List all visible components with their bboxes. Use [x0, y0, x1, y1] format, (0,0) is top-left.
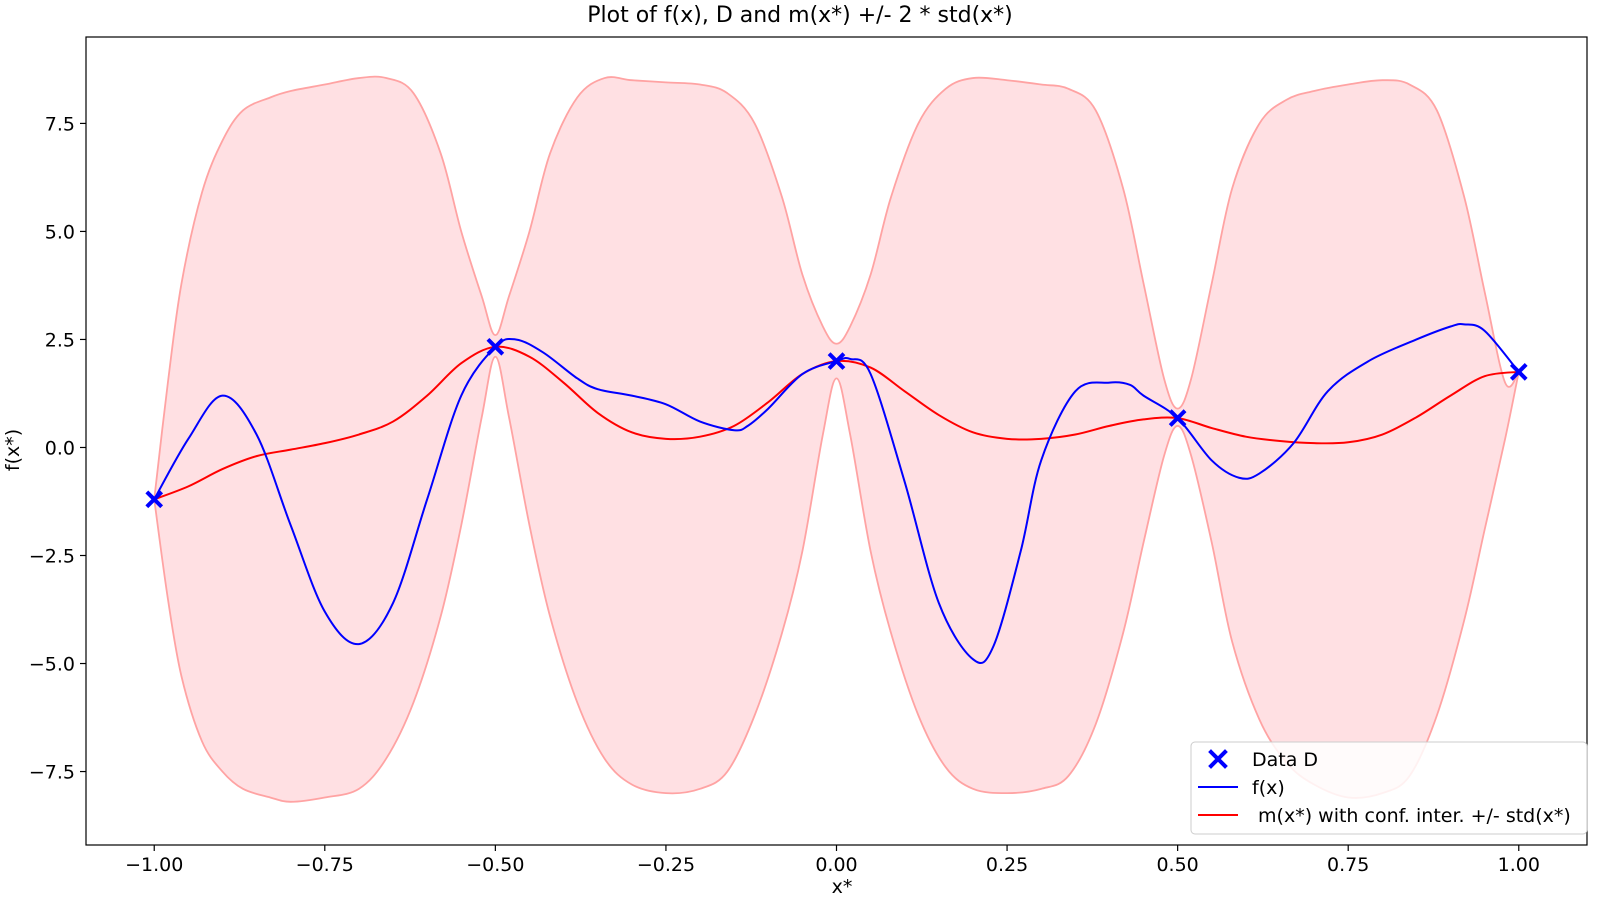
x-tick-label: 1.00	[1498, 854, 1540, 876]
y-tick-label: 2.5	[45, 329, 75, 351]
x-tick-label: 0.75	[1327, 854, 1369, 876]
y-axis-label: f(x*)	[2, 429, 24, 471]
confidence-band-lower	[153, 355, 1520, 803]
x-marker-stroke	[827, 352, 846, 370]
y-tick-label: −5.0	[29, 654, 75, 676]
data-point	[486, 337, 505, 356]
y-tick-label: 7.5	[45, 113, 75, 135]
x-tick-label: −1.00	[125, 854, 183, 876]
legend-data-x	[1208, 749, 1228, 769]
legend-label-data: Data D	[1252, 749, 1318, 771]
x-marker-stroke	[1168, 409, 1187, 427]
x-marker-stroke	[145, 490, 164, 509]
legend-label-f: f(x)	[1252, 777, 1285, 799]
plot-area	[145, 75, 1528, 803]
y-tick-label: −7.5	[29, 762, 75, 784]
x-tick-label: −0.75	[296, 854, 354, 876]
data-point	[827, 352, 846, 370]
legend-box	[1190, 741, 1588, 835]
y-tick-label: 5.0	[45, 221, 75, 243]
series-f-line	[153, 323, 1520, 665]
chart-title: Plot of f(x), D and m(x*) +/- 2 * std(x*…	[587, 3, 1013, 28]
legend: Data D f(x) m(x*) with conf. inter. +/- …	[1190, 741, 1588, 835]
x-tick-label: 0.50	[1156, 854, 1198, 876]
x-marker-stroke	[1509, 363, 1528, 381]
y-axis: −7.5 −5.0 −2.5 0.0 2.5 5.0 7.5	[29, 113, 86, 784]
x-tick-label: −0.50	[466, 854, 524, 876]
data-point	[145, 490, 164, 509]
data-point	[1168, 409, 1187, 427]
x-tick-label: 0.25	[986, 854, 1028, 876]
x-axis-label: x*	[832, 876, 853, 898]
y-tick-label: 0.0	[45, 437, 75, 459]
x-axis: −1.00 −0.75 −0.50 −0.25 0.00 0.25 0.50 0.75 1.00	[125, 845, 1540, 876]
legend-label-mean: m(x*) with conf. inter. +/- std(x*)	[1252, 805, 1571, 827]
data-point	[1509, 363, 1528, 381]
confidence-band-upper	[153, 75, 1520, 500]
x-marker-stroke	[486, 337, 505, 356]
x-tick-label: −0.25	[637, 854, 695, 876]
legend-marker-data	[1208, 749, 1228, 769]
confidence-band-fill	[154, 76, 1519, 802]
y-tick-label: −2.5	[29, 546, 75, 568]
x-tick-label: 0.00	[815, 854, 857, 876]
x-marker-stroke	[1208, 749, 1228, 769]
